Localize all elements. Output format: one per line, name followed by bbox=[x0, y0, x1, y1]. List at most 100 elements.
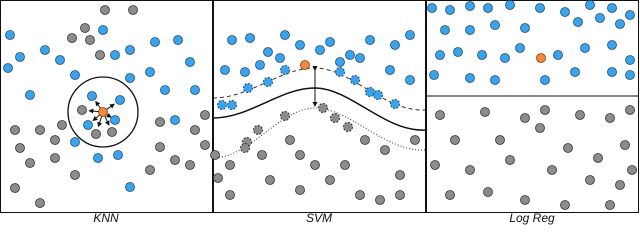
point-gray bbox=[445, 190, 455, 200]
point-blue bbox=[445, 5, 455, 15]
point-blue bbox=[573, 17, 583, 27]
point-gray bbox=[495, 135, 505, 145]
support-gray bbox=[330, 113, 340, 123]
point-gray bbox=[285, 135, 295, 145]
point-gray bbox=[107, 127, 117, 137]
point-blue bbox=[553, 50, 563, 60]
point-blue bbox=[240, 67, 250, 77]
point-gray bbox=[25, 158, 35, 168]
point-blue bbox=[335, 57, 345, 67]
point-gray bbox=[625, 105, 635, 115]
point-gray bbox=[57, 120, 67, 130]
point-gray bbox=[340, 160, 350, 170]
point-blue bbox=[385, 65, 395, 75]
point-gray bbox=[450, 135, 460, 145]
point-gray bbox=[505, 155, 515, 165]
point-gray bbox=[155, 142, 165, 152]
point-gray bbox=[325, 175, 335, 185]
point-gray bbox=[593, 153, 603, 163]
support-gray bbox=[318, 103, 328, 113]
point-gray bbox=[80, 23, 90, 33]
point-gray bbox=[410, 135, 420, 145]
point-gray bbox=[100, 5, 110, 15]
point-blue bbox=[515, 43, 525, 53]
point-gray bbox=[483, 187, 493, 197]
support-blue bbox=[243, 83, 253, 93]
point-gray bbox=[563, 143, 573, 153]
point-gray bbox=[520, 195, 530, 205]
support-blue bbox=[350, 75, 360, 85]
support-blue bbox=[335, 67, 345, 77]
point-blue bbox=[465, 73, 475, 83]
point-blue bbox=[245, 33, 255, 43]
point-gray bbox=[310, 160, 320, 170]
point-gray bbox=[435, 110, 445, 120]
figure: KNN SVM Log Reg bbox=[0, 0, 639, 225]
point-gray bbox=[585, 175, 595, 185]
support-blue bbox=[263, 77, 273, 87]
point-blue bbox=[490, 75, 500, 85]
logreg-panel bbox=[426, 0, 639, 213]
point-blue bbox=[295, 40, 305, 50]
point-gray bbox=[520, 113, 530, 123]
query-point bbox=[98, 107, 108, 117]
point-blue bbox=[150, 37, 160, 47]
point-gray bbox=[605, 200, 615, 210]
support-gray bbox=[343, 122, 353, 132]
point-gray bbox=[225, 160, 235, 170]
point-blue bbox=[520, 23, 530, 33]
point-blue bbox=[255, 60, 265, 70]
support-blue bbox=[390, 99, 400, 109]
point-blue bbox=[540, 75, 550, 85]
point-gray bbox=[615, 180, 625, 190]
support-gray bbox=[253, 125, 263, 135]
support-blue bbox=[373, 90, 383, 100]
point-blue bbox=[280, 30, 290, 40]
point-gray bbox=[10, 183, 20, 193]
point-blue bbox=[113, 150, 123, 160]
point-gray bbox=[200, 110, 210, 120]
point-blue bbox=[315, 45, 325, 55]
point-gray bbox=[210, 150, 220, 160]
point-blue bbox=[615, 19, 625, 29]
point-blue bbox=[505, 0, 515, 10]
point-gray bbox=[225, 190, 235, 200]
support-blue bbox=[227, 100, 237, 110]
point-blue bbox=[477, 50, 487, 60]
point-blue bbox=[355, 53, 365, 63]
point-blue bbox=[15, 52, 25, 62]
svm-panel bbox=[213, 0, 426, 213]
point-blue bbox=[607, 40, 617, 50]
point-gray bbox=[360, 135, 370, 145]
point-gray bbox=[213, 173, 223, 183]
point-gray bbox=[50, 135, 60, 145]
point-gray bbox=[35, 198, 45, 208]
support-blue bbox=[280, 65, 290, 75]
point-blue bbox=[607, 67, 617, 77]
support-gray bbox=[280, 111, 290, 121]
point-blue bbox=[275, 53, 285, 63]
point-blue bbox=[325, 37, 335, 47]
point-gray bbox=[627, 165, 637, 175]
point-blue bbox=[435, 50, 445, 60]
point-blue bbox=[345, 50, 355, 60]
point-blue bbox=[365, 35, 375, 45]
point-gray bbox=[380, 145, 390, 155]
knn-neighborhood bbox=[67, 76, 139, 148]
point-blue bbox=[110, 50, 120, 60]
point-gray bbox=[257, 150, 267, 160]
point-gray bbox=[430, 160, 440, 170]
point-blue bbox=[427, 3, 437, 13]
knn-panel bbox=[0, 0, 213, 213]
point-gray bbox=[67, 33, 77, 43]
panel-label: Log Reg bbox=[509, 211, 555, 225]
point-blue bbox=[185, 57, 195, 67]
point-blue bbox=[625, 55, 635, 65]
svm-margin-lower bbox=[212, 107, 426, 159]
panel-label: KNN bbox=[93, 211, 119, 225]
point-blue bbox=[570, 67, 580, 77]
point-blue bbox=[5, 30, 15, 40]
point-blue bbox=[405, 75, 415, 85]
point-gray bbox=[540, 105, 550, 115]
point-blue bbox=[87, 91, 97, 101]
